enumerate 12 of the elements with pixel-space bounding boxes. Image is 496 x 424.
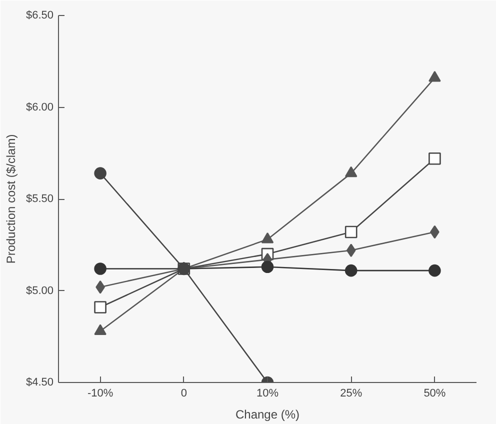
y-tick-label: $6.50: [26, 10, 54, 22]
y-tick-label: $6.00: [26, 101, 54, 114]
x-tick-label: -10%: [87, 388, 114, 400]
x-tick-label: 25%: [340, 388, 362, 400]
x-tick-label: 0: [180, 388, 187, 400]
y-axis-title: Production cost ($/clam): [4, 134, 18, 264]
y-tick-label: $5.00: [26, 284, 54, 297]
y-tick-label: $4.50: [26, 376, 54, 388]
x-tick-label: 10%: [256, 388, 279, 400]
x-tick-label: 50%: [424, 388, 446, 400]
x-axis-title: Change (%): [235, 408, 300, 422]
y-tick-label: $5.50: [26, 193, 54, 205]
